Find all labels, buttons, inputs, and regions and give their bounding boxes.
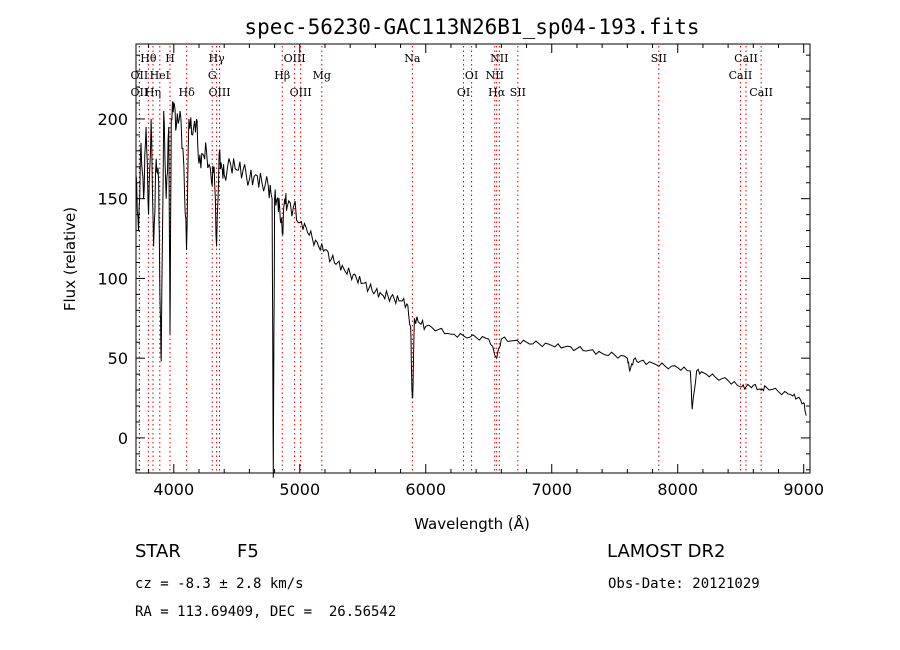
- line-marker-label: Hγ: [209, 52, 226, 65]
- x-tick-label: 4000: [153, 480, 194, 499]
- chart-title: spec-56230-GAC113N26B1_sp04-193.fits: [244, 15, 699, 39]
- x-tick-label: 6000: [405, 480, 446, 499]
- object-subclass: F5: [237, 541, 259, 562]
- y-tick-label: 200: [97, 110, 128, 129]
- line-marker-label: HeI: [150, 69, 170, 82]
- x-axis-label: Wavelength (Å): [414, 514, 530, 533]
- line-marker-label: Na: [404, 52, 421, 65]
- line-marker-label: Hθ: [140, 52, 157, 65]
- line-marker-label: Mg: [313, 69, 331, 82]
- survey-name: LAMOST DR2: [607, 541, 726, 562]
- x-tick-label: 9000: [783, 480, 824, 499]
- y-tick-label: 100: [97, 269, 128, 288]
- y-tick-label: 0: [118, 429, 128, 448]
- line-marker-label: OIII: [284, 52, 306, 65]
- line-marker-label: OI: [465, 69, 478, 82]
- line-marker-label: CaII: [729, 69, 753, 82]
- line-marker-label: NII: [486, 69, 504, 82]
- spectrum-line: [135, 101, 807, 478]
- x-tick-label: 7000: [531, 480, 572, 499]
- line-marker-label: SII: [651, 52, 667, 65]
- y-axis-label: Flux (relative): [61, 207, 79, 311]
- line-marker-label: H: [165, 52, 175, 65]
- line-marker-label: CaII: [734, 52, 758, 65]
- x-tick-label: 8000: [657, 480, 698, 499]
- line-marker-label: OII: [131, 86, 149, 99]
- line-marker-label: OII: [131, 69, 149, 82]
- line-marker-label: OI: [457, 86, 470, 99]
- line-marker-label: Hβ: [274, 69, 290, 82]
- y-tick-label: 150: [97, 190, 128, 209]
- line-marker-label: Hδ: [179, 86, 196, 99]
- line-marker-label: CaII: [749, 86, 773, 99]
- coordinates: RA = 113.69409, DEC = 26.56542: [135, 604, 397, 620]
- redshift-velocity: cz = -8.3 ± 2.8 km/s: [135, 576, 304, 592]
- line-marker-label: SII: [510, 86, 526, 99]
- spectrum-series: [135, 101, 807, 478]
- y-tick-label: 50: [108, 349, 128, 368]
- object-type: STAR: [135, 541, 181, 562]
- plot-frame: [135, 43, 811, 474]
- observation-date: Obs-Date: 20121029: [608, 576, 760, 592]
- line-marker-label: OIII: [290, 86, 312, 99]
- line-marker-label: G: [208, 69, 217, 82]
- line-marker-label: OIII: [208, 86, 230, 99]
- line-marker-label: NII: [490, 52, 508, 65]
- x-tick-label: 5000: [279, 480, 320, 499]
- line-marker-label: Hα: [488, 86, 506, 99]
- line-marker-label: Hη: [145, 86, 161, 99]
- axis-ticks: 4000 5000 6000 7000 8000 9000 0 50 100 150 200: [97, 44, 824, 499]
